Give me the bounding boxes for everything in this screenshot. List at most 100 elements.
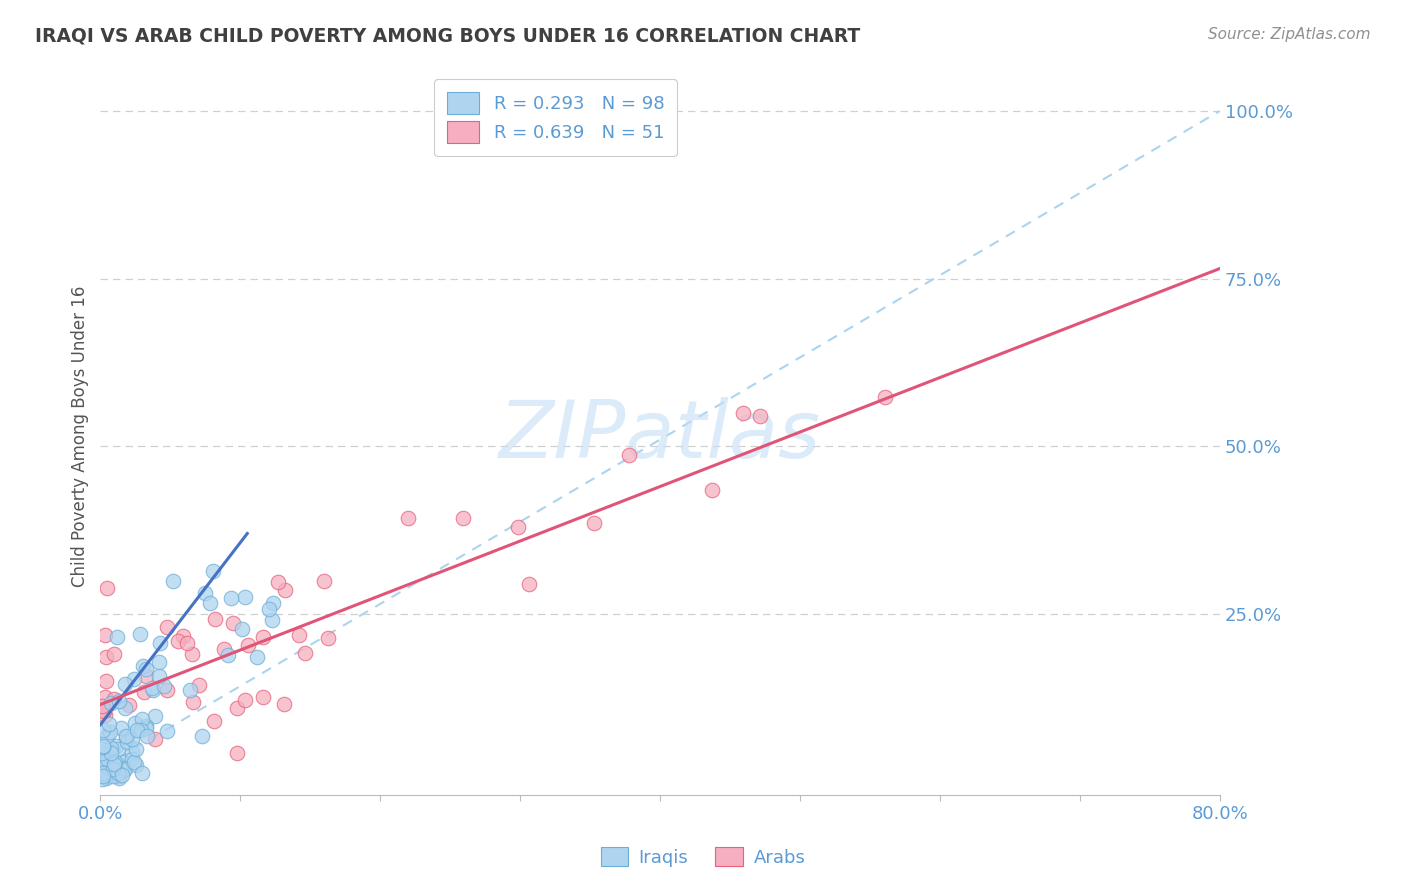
Point bbox=[91, 756, 114, 770]
Point bbox=[179, 682, 201, 697]
Point bbox=[176, 635, 198, 649]
Text: ZIPatlas: ZIPatlas bbox=[499, 397, 821, 475]
Point bbox=[111, 768, 134, 782]
Point bbox=[96, 771, 118, 785]
Point bbox=[96, 673, 118, 688]
Point bbox=[131, 712, 153, 726]
Point bbox=[115, 735, 138, 749]
Point bbox=[148, 668, 170, 682]
Point bbox=[91, 766, 114, 780]
Point bbox=[204, 612, 226, 626]
Point bbox=[103, 692, 125, 706]
Point bbox=[731, 406, 754, 420]
Point bbox=[273, 698, 295, 712]
Point bbox=[143, 709, 166, 723]
Point bbox=[162, 574, 184, 589]
Point bbox=[91, 760, 114, 774]
Point bbox=[288, 628, 311, 642]
Point bbox=[226, 701, 249, 715]
Point bbox=[96, 650, 118, 665]
Point bbox=[129, 723, 152, 737]
Point bbox=[94, 752, 117, 766]
Point bbox=[103, 769, 125, 783]
Point bbox=[96, 752, 118, 766]
Point bbox=[107, 765, 129, 780]
Point bbox=[873, 390, 896, 404]
Point bbox=[91, 746, 114, 760]
Point bbox=[91, 740, 114, 755]
Point bbox=[114, 700, 136, 714]
Point bbox=[91, 768, 114, 782]
Point bbox=[91, 756, 114, 770]
Point bbox=[267, 575, 290, 590]
Point bbox=[226, 746, 249, 760]
Point bbox=[114, 730, 136, 744]
Point bbox=[121, 732, 143, 747]
Point bbox=[107, 768, 129, 782]
Point bbox=[107, 741, 129, 756]
Legend: R = 0.293   N = 98, R = 0.639   N = 51: R = 0.293 N = 98, R = 0.639 N = 51 bbox=[434, 79, 676, 156]
Point bbox=[135, 669, 157, 683]
Point bbox=[91, 739, 114, 753]
Y-axis label: Child Poverty Among Boys Under 16: Child Poverty Among Boys Under 16 bbox=[72, 285, 89, 587]
Point bbox=[97, 717, 120, 731]
Point bbox=[91, 769, 114, 783]
Point bbox=[396, 511, 419, 525]
Point bbox=[103, 647, 125, 661]
Point bbox=[125, 741, 148, 756]
Point bbox=[262, 596, 284, 610]
Point bbox=[127, 723, 149, 738]
Point bbox=[124, 715, 146, 730]
Point bbox=[114, 762, 136, 776]
Point bbox=[90, 754, 112, 768]
Point bbox=[219, 591, 242, 606]
Point bbox=[90, 748, 112, 763]
Point bbox=[110, 722, 132, 736]
Point bbox=[110, 757, 132, 772]
Point bbox=[222, 616, 245, 631]
Point bbox=[145, 731, 167, 746]
Point bbox=[294, 646, 316, 660]
Point bbox=[188, 678, 211, 692]
Point bbox=[156, 683, 179, 698]
Point bbox=[233, 590, 256, 604]
Point bbox=[98, 725, 121, 739]
Point bbox=[252, 690, 274, 705]
Point bbox=[100, 753, 122, 767]
Point bbox=[93, 764, 115, 778]
Point bbox=[201, 564, 224, 578]
Point bbox=[94, 756, 117, 771]
Point bbox=[107, 771, 129, 785]
Point bbox=[94, 628, 117, 642]
Point bbox=[135, 730, 157, 744]
Point bbox=[700, 483, 723, 497]
Point bbox=[91, 723, 114, 738]
Point bbox=[316, 631, 339, 645]
Point bbox=[104, 739, 127, 753]
Point bbox=[252, 630, 274, 644]
Point bbox=[94, 757, 117, 772]
Point bbox=[148, 655, 170, 669]
Point bbox=[110, 763, 132, 777]
Point bbox=[135, 719, 157, 733]
Point bbox=[101, 763, 124, 777]
Point bbox=[93, 708, 115, 723]
Point bbox=[257, 601, 280, 615]
Point bbox=[153, 679, 176, 693]
Point bbox=[166, 634, 188, 648]
Point bbox=[112, 763, 135, 777]
Point bbox=[93, 704, 115, 718]
Point bbox=[142, 682, 165, 697]
Point bbox=[118, 698, 141, 713]
Point bbox=[108, 693, 131, 707]
Point bbox=[132, 685, 155, 699]
Point bbox=[103, 757, 125, 772]
Point bbox=[121, 745, 143, 759]
Point bbox=[217, 648, 239, 662]
Point bbox=[96, 758, 118, 772]
Point bbox=[262, 613, 284, 627]
Text: IRAQI VS ARAB CHILD POVERTY AMONG BOYS UNDER 16 CORRELATION CHART: IRAQI VS ARAB CHILD POVERTY AMONG BOYS U… bbox=[35, 27, 860, 45]
Point bbox=[96, 582, 118, 596]
Point bbox=[98, 766, 121, 780]
Point bbox=[114, 729, 136, 743]
